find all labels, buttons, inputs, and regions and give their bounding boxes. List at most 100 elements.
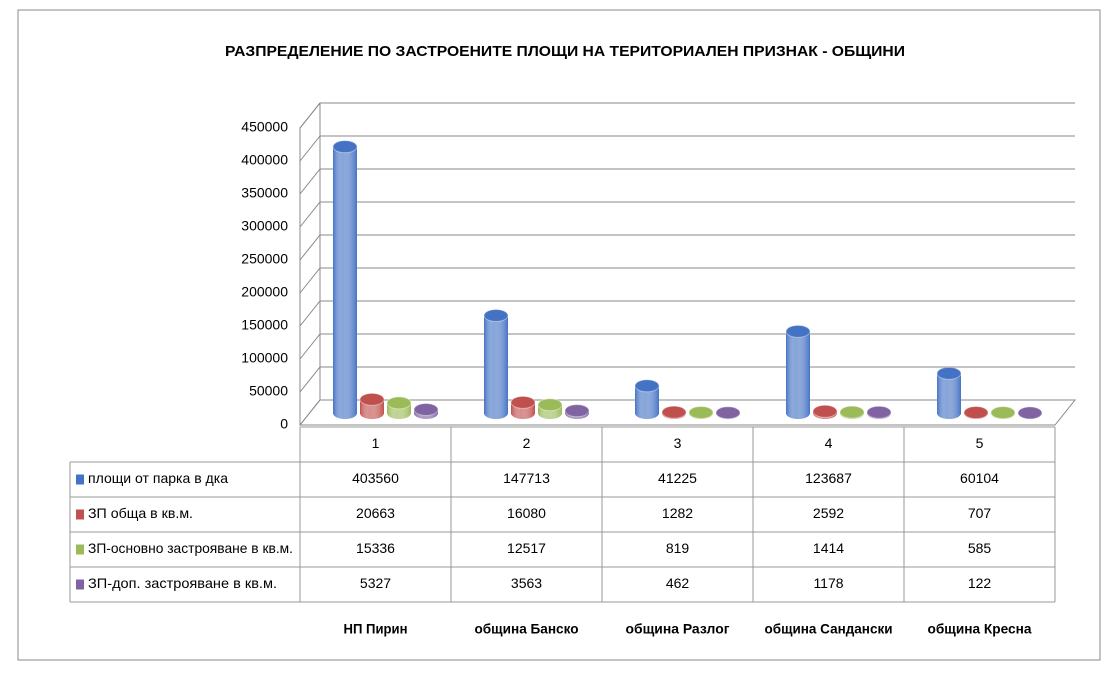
cylinder-top xyxy=(386,396,412,410)
table-value: 3563 xyxy=(511,575,542,591)
grid-line xyxy=(299,201,1075,228)
y-tick-label: 350000 xyxy=(241,185,288,201)
chart-frame xyxy=(17,9,1101,661)
table-value: 15336 xyxy=(356,540,395,556)
cylinder-shade xyxy=(635,385,659,419)
cylinder-shade xyxy=(937,373,961,419)
grid-line xyxy=(299,399,1075,426)
cylinder-top xyxy=(537,398,563,412)
cylinder xyxy=(839,405,865,419)
y-tick-label: 50000 xyxy=(249,383,288,399)
cylinder xyxy=(413,402,439,419)
cylinder-top xyxy=(839,405,865,419)
x-tick-label: 3 xyxy=(674,435,682,451)
group-label: община Кресна xyxy=(928,621,1032,637)
grid-line xyxy=(299,267,1075,294)
cylinder xyxy=(963,406,989,420)
cylinder xyxy=(715,406,741,420)
y-tick-label: 450000 xyxy=(241,119,288,135)
y-tick-label: 250000 xyxy=(241,251,288,267)
table-value: 5327 xyxy=(360,575,391,591)
grid-line xyxy=(299,102,1075,129)
y-tick-label: 200000 xyxy=(241,284,288,300)
table-value: 707 xyxy=(968,505,992,521)
legend-label: ЗП-доп. застрояване в кв.м. xyxy=(88,575,277,591)
cylinder xyxy=(688,405,714,419)
group-label: община Разлог xyxy=(626,621,730,637)
cylinder xyxy=(332,140,358,420)
table-value: 1178 xyxy=(813,575,843,591)
cylinder xyxy=(1017,406,1043,420)
cylinder-top xyxy=(1017,406,1043,420)
x-tick-label: 4 xyxy=(825,435,833,451)
legend-swatch xyxy=(76,509,84,520)
grid-line xyxy=(299,135,1075,162)
grid-line xyxy=(299,168,1075,195)
cylinder-top xyxy=(990,406,1016,420)
cylinder-top xyxy=(564,404,590,418)
y-tick-label: 150000 xyxy=(241,317,288,333)
legend-label: площи от парка в дка xyxy=(88,470,228,486)
y-tick-label: 400000 xyxy=(241,152,288,168)
x-tick-label: 5 xyxy=(976,435,984,451)
cylinder-top xyxy=(661,405,687,419)
legend-swatch xyxy=(76,579,84,590)
table-value: 12517 xyxy=(507,540,546,556)
table-value: 819 xyxy=(666,540,690,556)
y-tick-label: 300000 xyxy=(241,218,288,234)
cylinder-top xyxy=(510,395,536,409)
cylinder xyxy=(634,379,660,419)
cylinder xyxy=(936,366,962,419)
cylinder-top xyxy=(936,366,962,380)
cylinder-top xyxy=(688,405,714,419)
grid-line xyxy=(299,234,1075,261)
cylinder xyxy=(661,405,687,419)
group-label: община Банско xyxy=(475,621,579,637)
grid-line xyxy=(299,366,1075,393)
table-value: 403560 xyxy=(352,470,399,486)
cylinder xyxy=(564,404,590,419)
table-value: 462 xyxy=(666,575,690,591)
table-value: 20663 xyxy=(356,505,395,521)
y-tick-label: 0 xyxy=(280,416,288,432)
table-value: 147713 xyxy=(503,470,550,486)
table-value: 122 xyxy=(968,575,992,591)
cylinder-top xyxy=(812,404,838,418)
cylinder-top xyxy=(715,406,741,420)
cylinder-top xyxy=(413,402,439,416)
legend-label: ЗП-основно застрояване в кв.м. xyxy=(88,540,293,556)
legend-label: ЗП обща в кв.м. xyxy=(88,505,193,521)
cylinder xyxy=(510,395,536,419)
cylinder xyxy=(537,398,563,419)
cylinder-top xyxy=(963,406,989,420)
table-value: 123687 xyxy=(805,470,852,486)
cylinder-top xyxy=(634,379,660,393)
cylinder xyxy=(866,405,892,419)
legend-swatch xyxy=(76,544,84,555)
table-value: 585 xyxy=(968,540,992,556)
legend-swatch xyxy=(76,474,84,485)
cylinder-top xyxy=(785,324,811,338)
group-label: община Сандански xyxy=(765,621,893,637)
cylinder xyxy=(785,324,811,419)
cylinder-top xyxy=(359,392,385,406)
table-value: 1414 xyxy=(813,540,844,556)
table-value: 60104 xyxy=(960,470,999,486)
table-value: 41225 xyxy=(658,470,697,486)
cylinder xyxy=(386,396,412,419)
x-tick-label: 1 xyxy=(372,435,380,451)
grid-line xyxy=(299,300,1075,327)
cylinder xyxy=(812,404,838,419)
grid-line xyxy=(299,333,1075,360)
cylinder-shade xyxy=(333,146,357,420)
cylinder xyxy=(483,309,509,419)
table-value: 16080 xyxy=(507,505,546,521)
cylinder-top xyxy=(866,405,892,419)
x-tick-label: 2 xyxy=(523,435,531,451)
cylinder-top xyxy=(332,140,358,154)
cylinder-top xyxy=(483,309,509,323)
y-tick-label: 100000 xyxy=(241,350,288,366)
cylinder xyxy=(359,392,385,419)
